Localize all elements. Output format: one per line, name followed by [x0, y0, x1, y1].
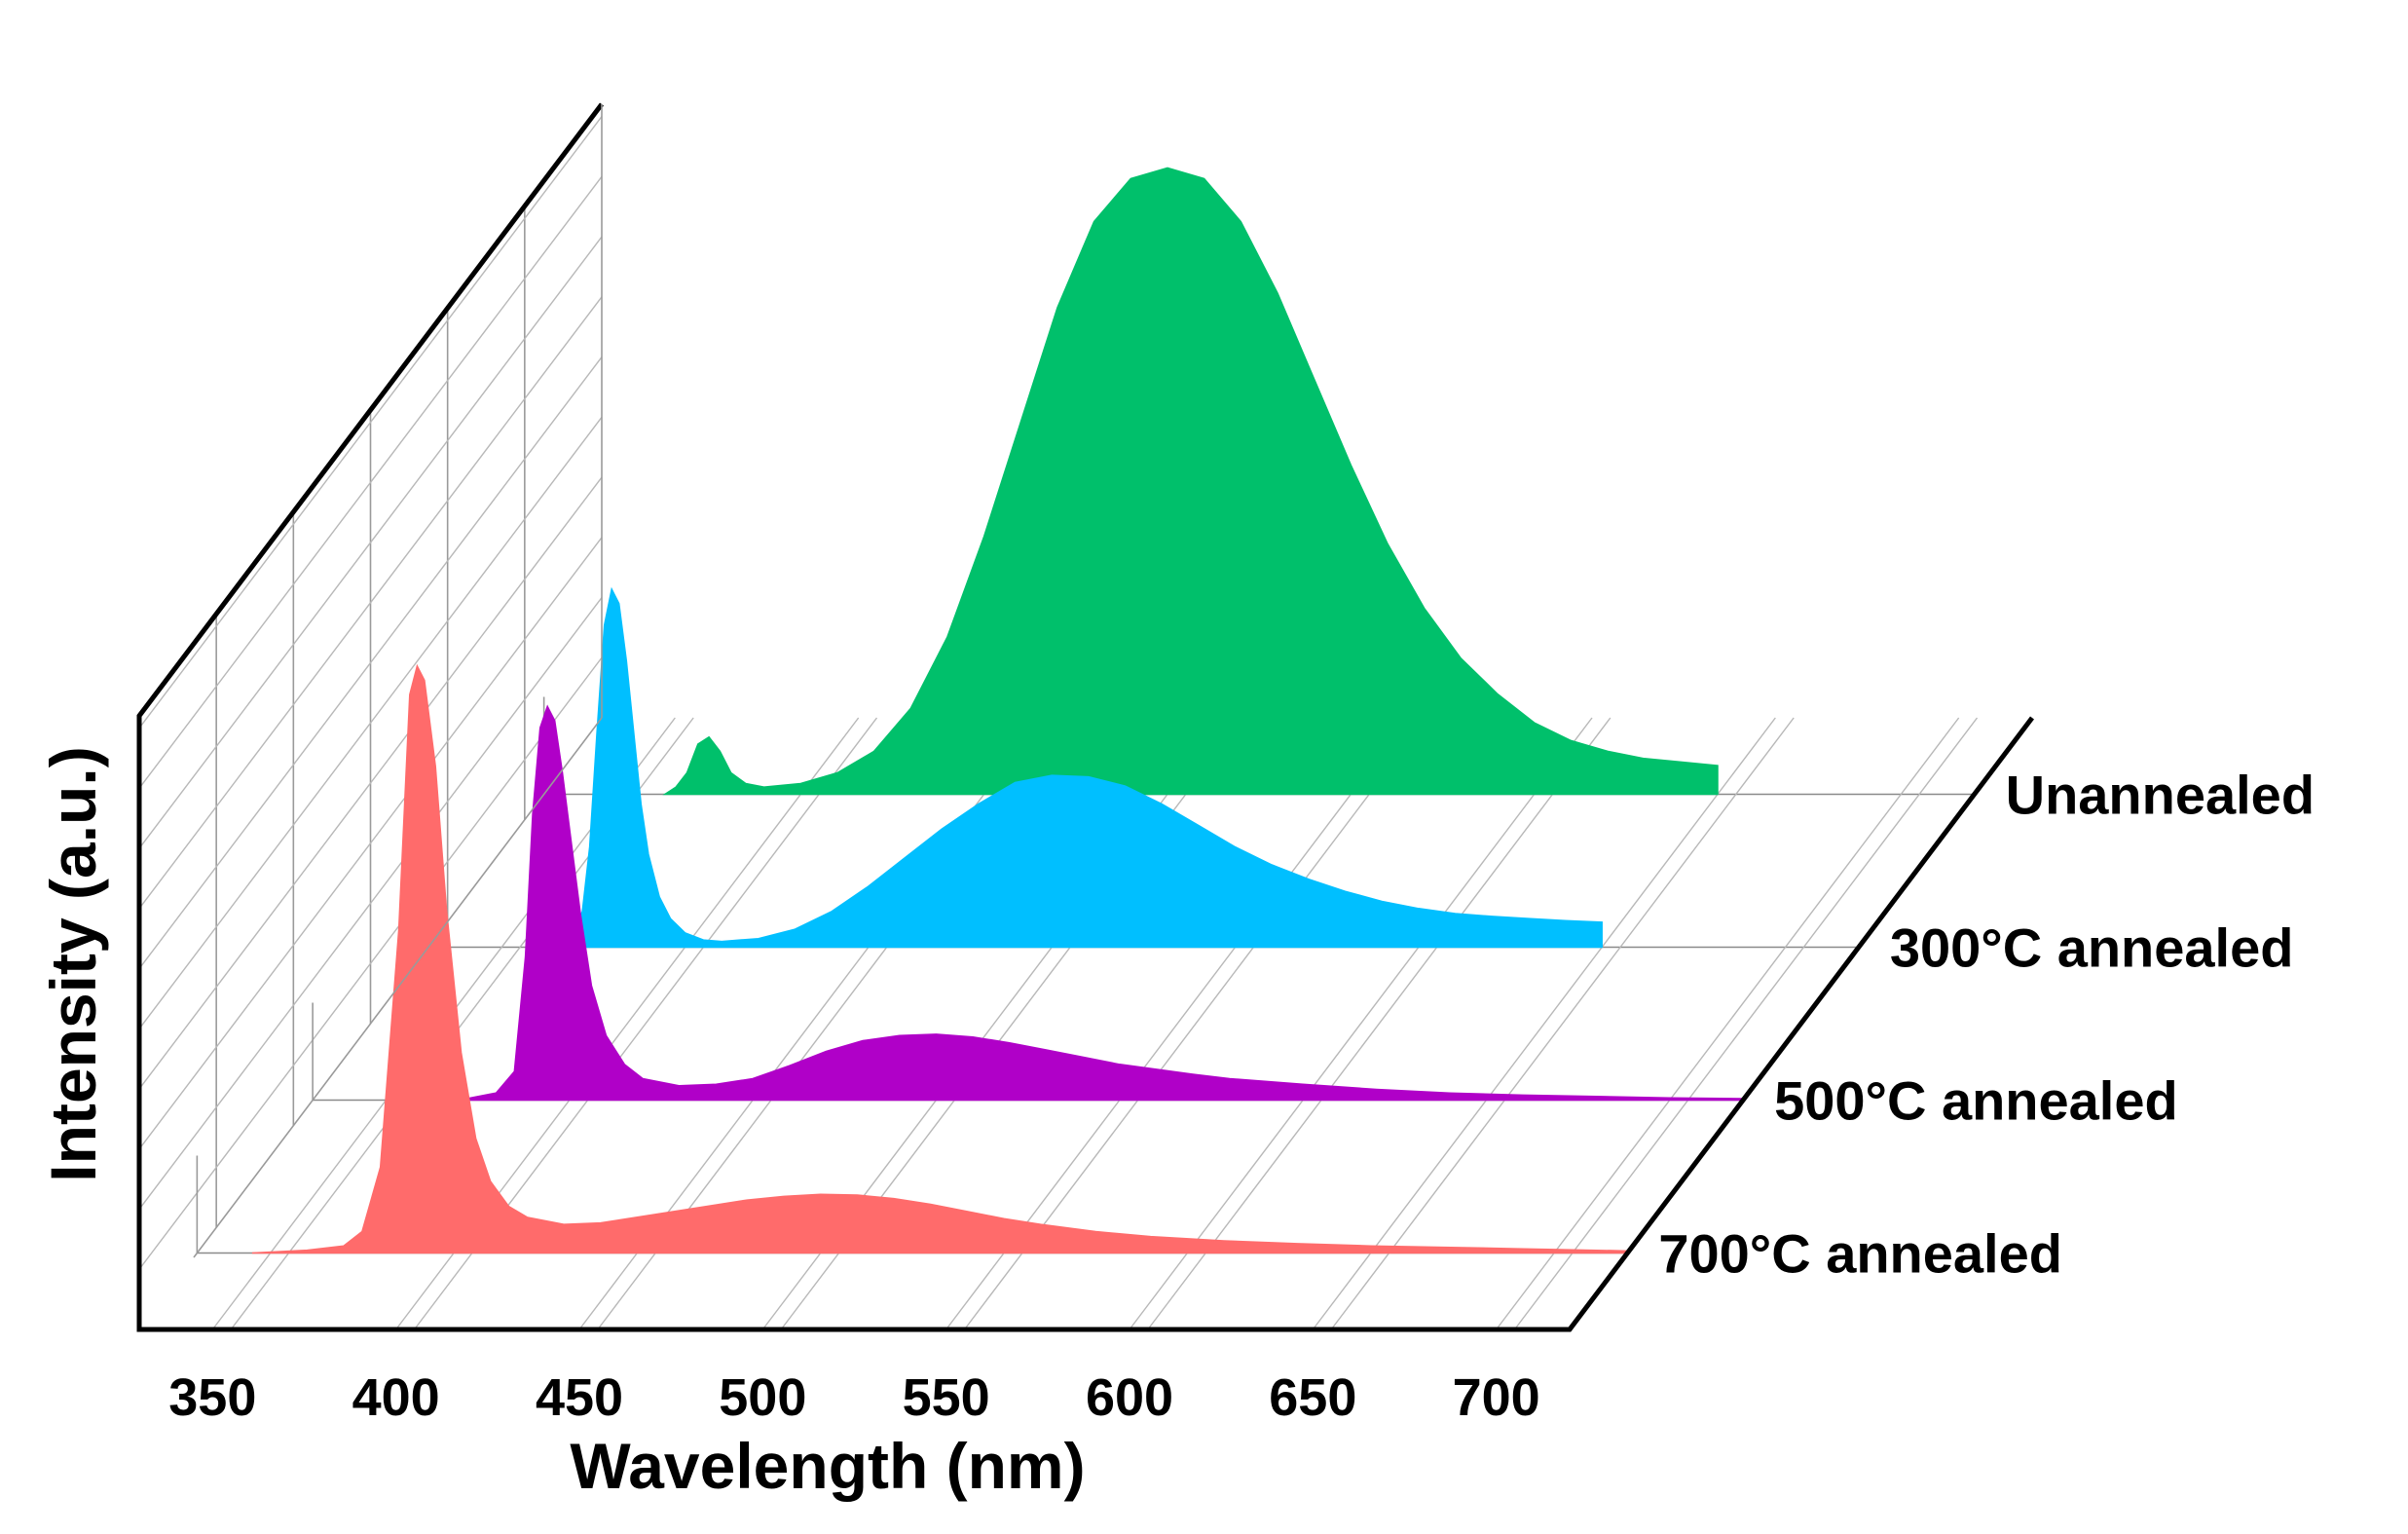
series-label: 700°C annealed: [1658, 1223, 2062, 1285]
wall-hatch-line: [138, 656, 603, 1270]
back-wall-grid: [138, 116, 603, 1270]
series-areas: [251, 167, 1744, 1254]
wall-hatch-line: [138, 537, 603, 1150]
x-tick-label: 450: [536, 1368, 623, 1427]
wall-hatch-line: [138, 296, 603, 910]
floor-tick-line: [1312, 717, 1776, 1330]
wall-hatch-line: [138, 175, 603, 789]
x-axis-title: Wavelength (nm): [570, 1430, 1085, 1502]
x-tick-labels: 350 400 450 500 550 600 650 700: [168, 1368, 1539, 1427]
x-tick-label: 700: [1453, 1368, 1540, 1427]
series-area: [251, 663, 1629, 1254]
floor-tick-line: [1129, 717, 1593, 1330]
y-axis-title: Intensity (a.u.): [37, 746, 109, 1181]
x-tick-label: 350: [168, 1368, 256, 1427]
x-tick-label: 500: [719, 1368, 806, 1427]
wall-hatch-line: [138, 476, 603, 1090]
wall-hatch-line: [138, 356, 603, 969]
series-label: 300°C annealed: [1890, 917, 2294, 979]
floor-hatch-line: [1513, 717, 1979, 1330]
series-area: [459, 704, 1744, 1102]
wall-hatch-line: [138, 116, 603, 730]
x-tick-label: 550: [903, 1368, 990, 1427]
axis-frame: [136, 102, 2034, 1332]
series-labels: 700°C annealed 500°C annealed 300°C anneal…: [1658, 765, 2315, 1285]
series-label: Unannealed: [2006, 765, 2315, 826]
wall-hatch-line: [138, 236, 603, 849]
floor-hatch-line: [1330, 717, 1795, 1330]
series-label: 500°C annealed: [1774, 1070, 2178, 1132]
floor-tick-line: [1496, 717, 1960, 1330]
series-area: [552, 586, 1603, 949]
x-tick-label: 400: [352, 1368, 440, 1427]
wall-hatch-line: [138, 416, 603, 1029]
outer-frame: [136, 102, 2034, 1332]
wall-hatch-line: [138, 597, 603, 1210]
series-area: [662, 167, 1719, 796]
x-tick-label: 600: [1086, 1368, 1173, 1427]
x-tick-label: 650: [1269, 1368, 1356, 1427]
floor-hatch-line: [1147, 717, 1612, 1330]
floor-edge-line: [193, 717, 603, 1258]
